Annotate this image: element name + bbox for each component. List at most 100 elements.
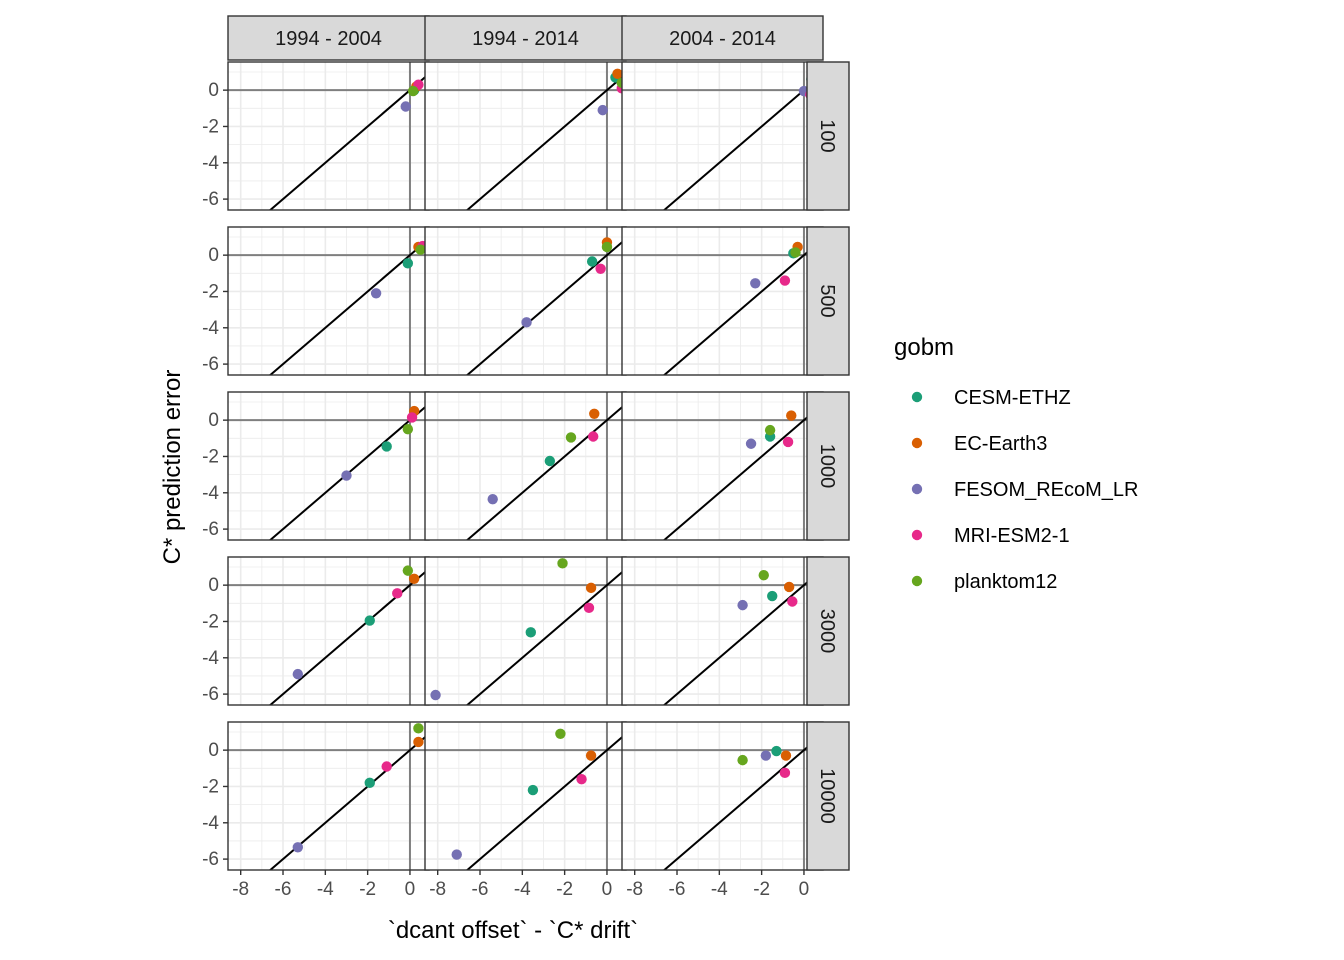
data-point [413, 736, 424, 748]
data-point [451, 849, 462, 860]
identity-line [662, 237, 823, 375]
y-tick-label: -4 [202, 648, 219, 669]
panel-background [425, 227, 626, 375]
y-tick-label: -2 [202, 776, 219, 797]
identity-line [662, 72, 823, 210]
data-point [758, 569, 769, 581]
data-point [764, 424, 776, 436]
legend-label: CESM-ETHZ [954, 387, 1071, 409]
data-point [786, 410, 797, 421]
panel-content [228, 557, 429, 705]
facet-strip-right-label: 500 [816, 284, 838, 317]
legend-title: gobm [894, 334, 954, 361]
identity-line [465, 402, 626, 540]
panel-background [228, 392, 429, 540]
panel-content [228, 62, 429, 210]
y-tick-label: -2 [202, 446, 219, 467]
data-point [782, 436, 794, 448]
data-point [565, 432, 577, 443]
facet-strip-right [806, 391, 850, 541]
identity-line [268, 237, 429, 375]
panel-content [425, 227, 626, 375]
identity-line [662, 732, 823, 870]
data-point [750, 278, 761, 289]
legend-label: planktom12 [954, 571, 1057, 593]
identity-line [268, 732, 429, 870]
data-point [413, 723, 424, 734]
data-point [737, 754, 748, 766]
y-tick-label: -4 [202, 813, 219, 834]
identity-line [662, 402, 823, 540]
panel-background [622, 62, 823, 210]
x-tick-label: -8 [232, 879, 249, 900]
data-point [364, 615, 375, 626]
data-point [527, 784, 539, 796]
facet-panel [621, 226, 824, 376]
panel-background [622, 557, 823, 705]
y-tick-label: -6 [202, 684, 219, 705]
y-tick-label: -4 [202, 318, 219, 339]
panel-content [622, 62, 823, 210]
panel-content [622, 722, 823, 870]
data-point [589, 408, 600, 419]
panel-background [228, 722, 429, 870]
x-tick-label: -4 [711, 879, 728, 900]
facet-strip-top [227, 15, 430, 61]
facet-panel [621, 556, 824, 706]
facet-strips: 1994 - 2004 1994 - 2014 2004 - 2014 100 500 1… [227, 15, 850, 871]
legend-key [911, 483, 923, 495]
identity-line [465, 567, 626, 705]
data-point [601, 241, 613, 253]
facet-panel [227, 391, 430, 541]
identity-line [465, 237, 626, 375]
y-tick-label: -2 [202, 281, 219, 302]
data-point [381, 441, 392, 452]
data-point [408, 573, 420, 584]
data-point [364, 777, 375, 789]
legend-key [911, 529, 923, 541]
x-tick-label: -8 [626, 879, 643, 900]
x-tick-label: 0 [602, 879, 613, 900]
x-tick-label: -6 [472, 879, 489, 900]
data-point [292, 668, 304, 680]
data-point [487, 493, 498, 505]
panel-content [228, 722, 429, 870]
data-point [790, 247, 801, 258]
data-point [583, 602, 595, 614]
x-tick-label: -2 [359, 879, 376, 900]
data-point [783, 581, 795, 593]
data-point [576, 774, 587, 785]
data-point [402, 258, 414, 269]
panel-background [228, 62, 429, 210]
facet-panel [621, 391, 824, 541]
data-point [779, 767, 791, 779]
y-tick-label: -4 [202, 153, 219, 174]
panel-background [425, 722, 626, 870]
identity-line [268, 72, 429, 210]
panel-background [425, 557, 626, 705]
x-tick-label: -4 [514, 879, 531, 900]
panel-content [425, 392, 626, 540]
x-tick-label: -2 [753, 879, 770, 900]
y-tick-label: -2 [202, 116, 219, 137]
facet-strip-right-label: 1000 [816, 444, 838, 489]
data-point [767, 590, 778, 602]
facet-panel [227, 61, 430, 211]
facet-panel [621, 61, 824, 211]
identity-line [268, 567, 429, 705]
facet-panel [227, 556, 430, 706]
panel-content [425, 557, 626, 705]
data-point [525, 627, 536, 638]
y-tick-label: 0 [208, 740, 219, 761]
panel-content [622, 227, 823, 375]
x-axis-title: `dcant offset` - `C* drift` [388, 917, 638, 944]
data-point [595, 263, 606, 274]
facet-panel [424, 391, 627, 541]
facet-strip-right [806, 721, 850, 871]
axes: -6-4-20-6-4-20-6-4-20-6-4-20-6-4-20-8 -6-… [202, 80, 809, 900]
panel-background [228, 557, 429, 705]
x-tick-label: 0 [799, 879, 810, 900]
identity-line [268, 402, 429, 540]
panel-content [228, 392, 429, 540]
data-point [370, 288, 382, 299]
